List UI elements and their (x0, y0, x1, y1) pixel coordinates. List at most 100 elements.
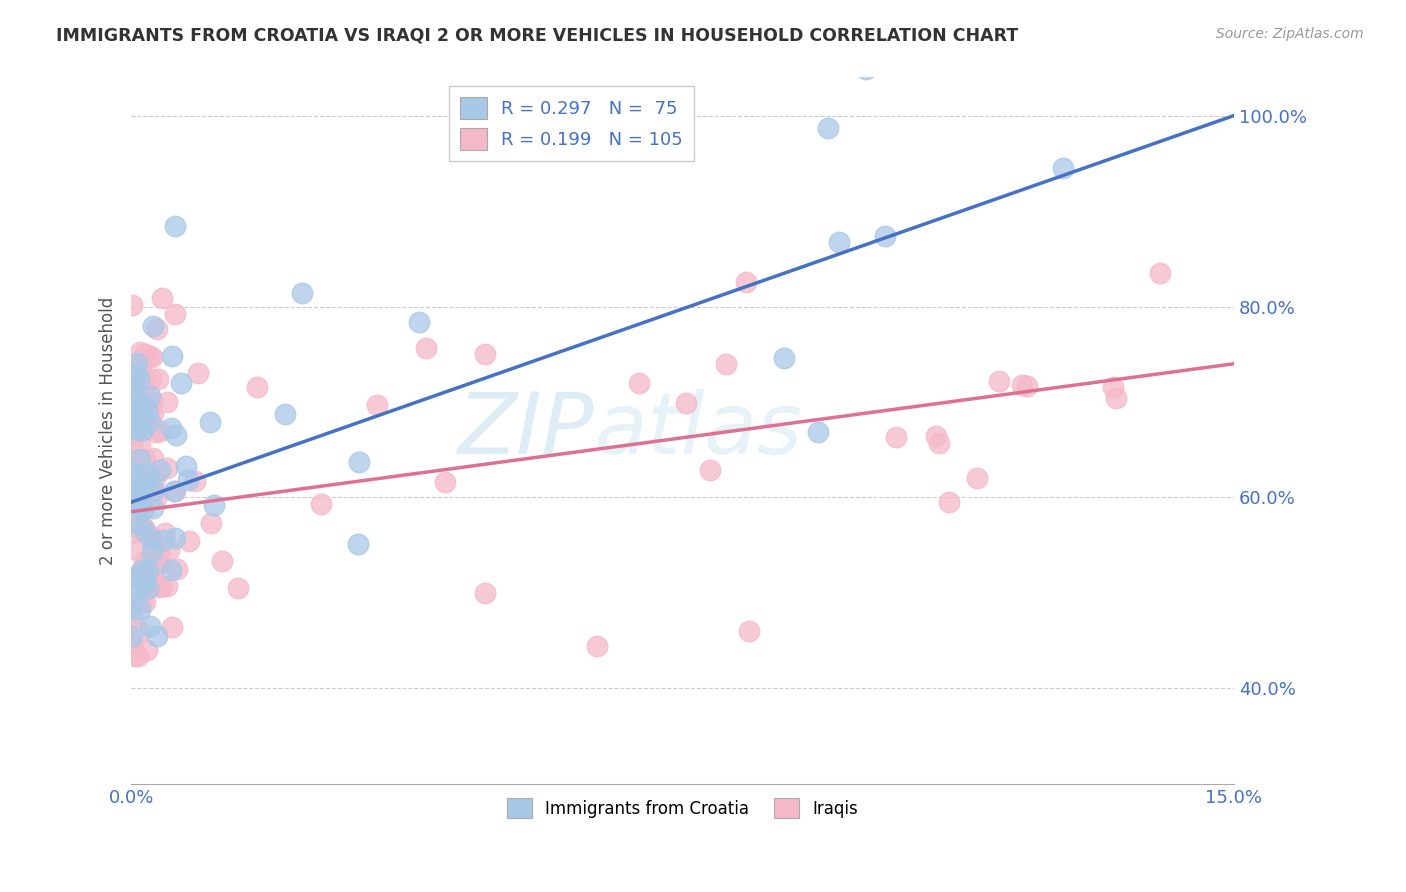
Point (134, 476, 156, 491)
Point (165, 219, 187, 233)
Point (1011, 378, 1033, 392)
Point (186, 366, 208, 380)
Point (134, 526, 156, 541)
Point (128, 421, 150, 435)
Point (145, 558, 167, 572)
Point (146, 371, 169, 385)
Point (884, 430, 907, 444)
Point (145, 321, 167, 335)
Point (177, 473, 200, 487)
Point (138, 389, 160, 403)
Point (121, 485, 143, 500)
Point (131, 563, 153, 577)
Point (157, 542, 180, 557)
Point (128, 566, 150, 580)
Point (141, 393, 163, 408)
Point (134, 372, 156, 386)
Point (143, 483, 166, 498)
Point (817, 120, 839, 135)
Point (925, 428, 948, 442)
Point (125, 497, 148, 511)
Point (124, 378, 146, 392)
Point (142, 450, 165, 465)
Point (146, 577, 169, 591)
Point (148, 549, 170, 563)
Point (153, 525, 176, 540)
Point (129, 438, 152, 452)
Point (129, 518, 152, 533)
Point (125, 384, 148, 398)
Point (415, 341, 437, 355)
Point (121, 436, 143, 450)
Point (129, 411, 152, 425)
Point (139, 529, 162, 543)
Point (1149, 266, 1171, 280)
Point (135, 475, 157, 489)
Point (136, 581, 159, 595)
Point (828, 235, 851, 249)
Point (183, 475, 205, 489)
Point (347, 455, 370, 469)
Point (139, 349, 162, 363)
Point (146, 557, 169, 571)
Point (129, 402, 152, 417)
Point (145, 425, 167, 440)
Point (434, 475, 457, 489)
Text: ZIP: ZIP (458, 389, 595, 472)
Point (124, 401, 146, 415)
Point (128, 345, 150, 359)
Point (121, 466, 143, 480)
Point (141, 545, 163, 559)
Point (127, 648, 149, 663)
Point (134, 347, 156, 361)
Point (160, 620, 183, 634)
Point (149, 424, 172, 438)
Point (714, 357, 737, 371)
Point (142, 408, 165, 422)
Point (132, 524, 155, 538)
Point (143, 471, 166, 485)
Point (127, 543, 149, 558)
Point (718, 57, 741, 71)
Point (134, 595, 156, 609)
Point (1105, 391, 1128, 405)
Point (143, 549, 166, 563)
Point (125, 367, 148, 381)
Point (177, 533, 200, 548)
Point (202, 498, 225, 512)
Point (132, 574, 155, 588)
Point (139, 372, 162, 386)
Point (124, 409, 146, 423)
Point (165, 531, 187, 545)
Point (128, 584, 150, 599)
Point (150, 579, 173, 593)
Point (347, 537, 370, 551)
Point (174, 459, 197, 474)
Point (121, 603, 143, 617)
Point (134, 521, 156, 535)
Point (738, 624, 761, 639)
Point (120, 490, 142, 504)
Point (136, 467, 159, 482)
Point (138, 566, 160, 581)
Point (156, 395, 179, 409)
Point (139, 619, 162, 633)
Point (988, 374, 1011, 388)
Point (141, 470, 163, 484)
Legend: Immigrants from Croatia, Iraqis: Immigrants from Croatia, Iraqis (501, 791, 865, 825)
Point (132, 572, 155, 586)
Point (1017, 378, 1039, 392)
Point (132, 503, 155, 517)
Point (141, 534, 163, 549)
Point (675, 396, 697, 410)
Text: atlas: atlas (595, 389, 803, 472)
Point (145, 491, 167, 506)
Point (855, 62, 877, 76)
Point (309, 497, 332, 511)
Point (142, 500, 165, 515)
Point (127, 521, 149, 535)
Point (131, 567, 153, 582)
Point (127, 409, 149, 424)
Point (124, 525, 146, 540)
Point (127, 356, 149, 370)
